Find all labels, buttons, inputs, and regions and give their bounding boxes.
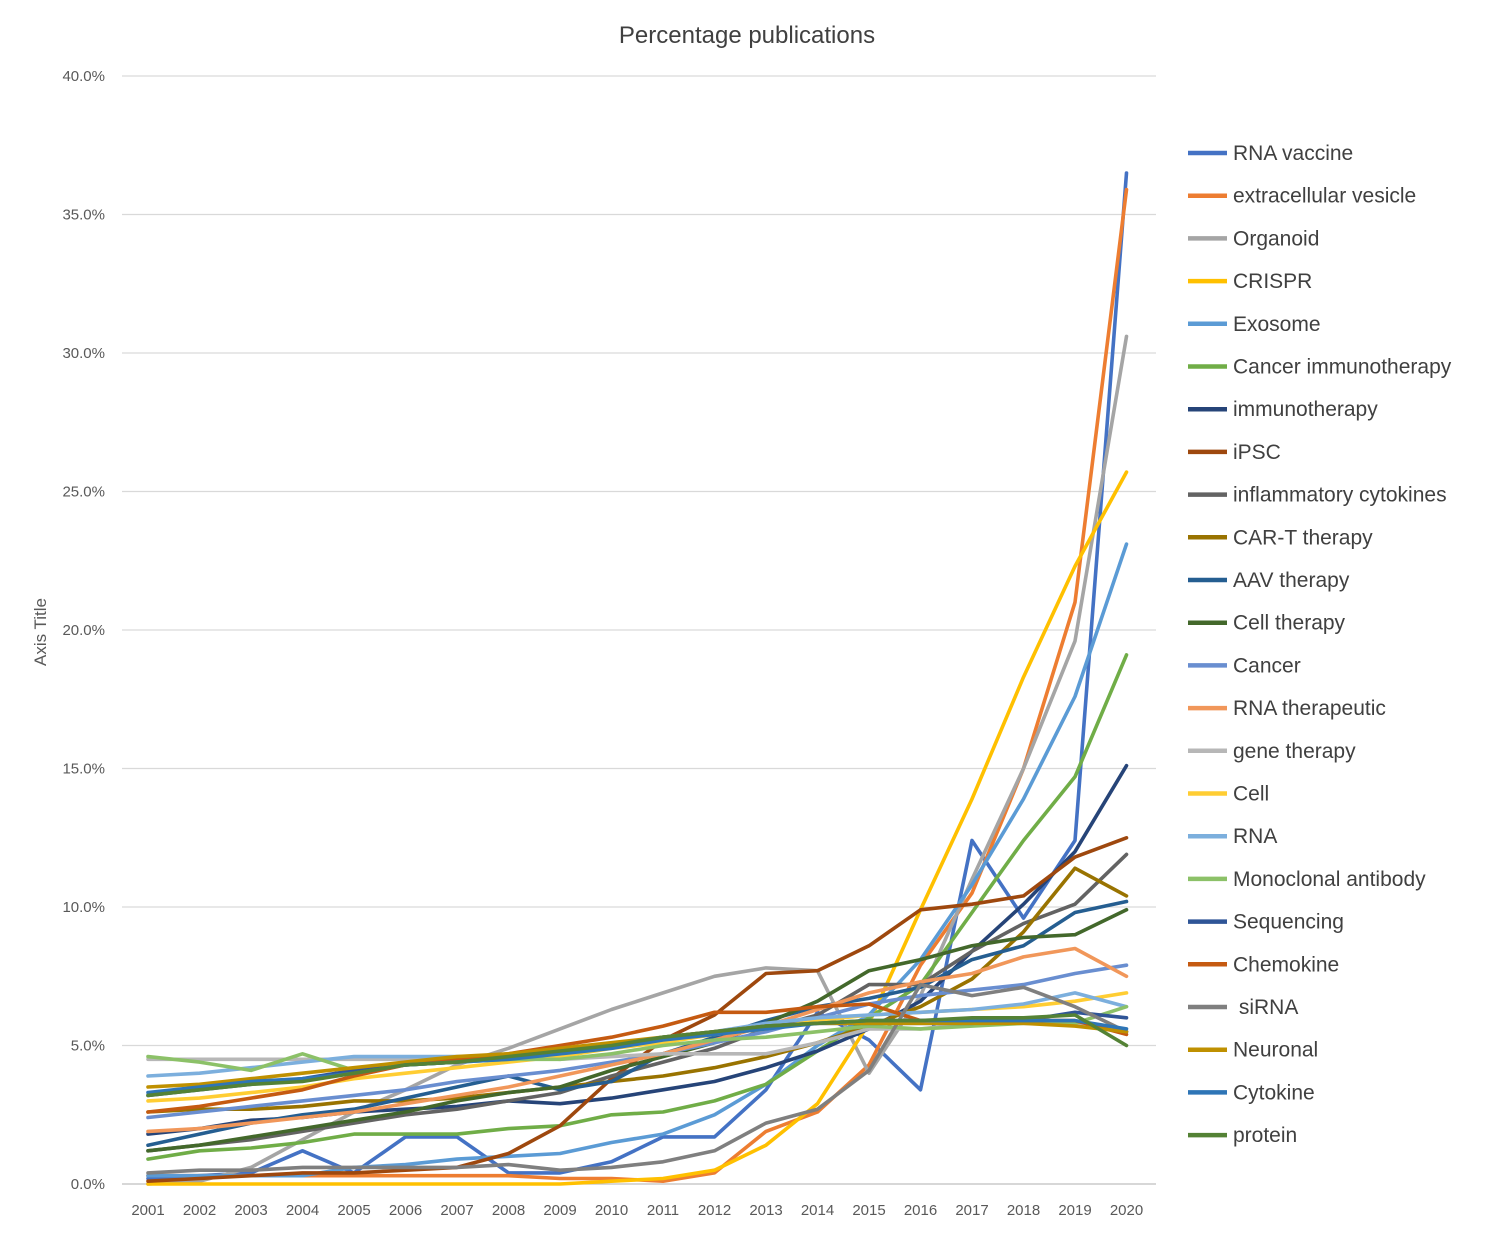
y-axis-ticks: 0.0% 5.0% 10.0% 15.0% 20.0% 25.0% 30.0% 35.0% 40… bbox=[62, 68, 105, 1193]
x-tick-label: 2013 bbox=[749, 1202, 782, 1219]
x-tick-label: 2008 bbox=[492, 1202, 525, 1219]
legend-label: RNA vaccine bbox=[1233, 142, 1353, 165]
series-line bbox=[146, 907, 1129, 1153]
y-tick-label: 5.0% bbox=[71, 1038, 105, 1055]
series-line bbox=[146, 1004, 1129, 1073]
legend-label: immunotherapy bbox=[1233, 398, 1378, 421]
legend-label: Cell bbox=[1233, 783, 1269, 806]
series-line bbox=[146, 866, 1129, 1114]
x-tick-label: 2015 bbox=[852, 1202, 885, 1219]
legend-label: Organoid bbox=[1233, 227, 1319, 250]
legend-label: Monoclonal antibody bbox=[1233, 868, 1426, 891]
series-line bbox=[146, 982, 1129, 1175]
y-tick-label: 20.0% bbox=[62, 622, 105, 639]
chart-title: Percentage publications bbox=[619, 22, 875, 49]
legend-label: CAR-T therapy bbox=[1233, 526, 1373, 549]
legend-label: Sequencing bbox=[1233, 911, 1344, 934]
legend-label: Neuronal bbox=[1233, 1039, 1318, 1062]
series-line bbox=[146, 653, 1129, 1161]
y-tick-label: 35.0% bbox=[62, 207, 105, 224]
x-tick-label: 2018 bbox=[1007, 1202, 1040, 1219]
series-line bbox=[146, 946, 1129, 1134]
legend-label: RNA bbox=[1233, 825, 1277, 848]
x-tick-label: 2003 bbox=[234, 1202, 267, 1219]
x-tick-label: 2006 bbox=[389, 1202, 422, 1219]
x-tick-label: 2020 bbox=[1110, 1202, 1143, 1219]
x-tick-label: 2004 bbox=[286, 1202, 319, 1219]
x-tick-label: 2005 bbox=[337, 1202, 370, 1219]
x-tick-label: 2017 bbox=[955, 1202, 988, 1219]
y-tick-label: 40.0% bbox=[62, 68, 105, 85]
gridlines bbox=[122, 75, 1156, 1185]
legend-label: RNA therapeutic bbox=[1233, 697, 1386, 720]
series-line bbox=[146, 899, 1129, 1147]
legend-label: AAV therapy bbox=[1233, 569, 1350, 592]
legend-label: Cell therapy bbox=[1233, 612, 1346, 635]
x-tick-label: 2010 bbox=[595, 1202, 628, 1219]
legend-label: Chemokine bbox=[1233, 953, 1339, 976]
x-tick-label: 2016 bbox=[904, 1202, 937, 1219]
legend-label: gene therapy bbox=[1233, 740, 1356, 763]
x-axis-ticks: 2001 2002 2003 2004 2005 2006 2007 2008 2009 2010… bbox=[131, 1202, 1143, 1219]
series-line bbox=[146, 470, 1129, 1186]
x-tick-label: 2011 bbox=[647, 1202, 679, 1219]
series-lines bbox=[146, 171, 1129, 1186]
legend-label: protein bbox=[1233, 1124, 1297, 1147]
legend-label: siRNA bbox=[1233, 996, 1298, 1019]
x-tick-label: 2012 bbox=[698, 1202, 731, 1219]
legend: RNA vaccine extracellular vesicle Organoid… bbox=[1188, 142, 1452, 1147]
series-line bbox=[146, 1018, 1129, 1095]
legend-label: Exosome bbox=[1233, 313, 1321, 336]
x-tick-label: 2001 bbox=[131, 1202, 164, 1219]
legend-label: CRISPR bbox=[1233, 270, 1312, 293]
y-tick-label: 0.0% bbox=[71, 1176, 105, 1193]
y-tick-label: 15.0% bbox=[62, 761, 105, 778]
x-tick-label: 2019 bbox=[1058, 1202, 1091, 1219]
y-axis-title: Axis Title bbox=[31, 598, 50, 666]
y-tick-label: 10.0% bbox=[62, 899, 105, 916]
legend-label: Cytokine bbox=[1233, 1081, 1315, 1104]
x-tick-label: 2014 bbox=[801, 1202, 834, 1219]
legend-label: inflammatory cytokines bbox=[1233, 484, 1447, 507]
y-tick-label: 25.0% bbox=[62, 484, 105, 501]
x-tick-label: 2007 bbox=[440, 1202, 473, 1219]
x-tick-label: 2002 bbox=[183, 1202, 216, 1219]
series-line bbox=[146, 1013, 1129, 1098]
legend-label: Cancer immunotherapy bbox=[1233, 356, 1452, 379]
legend-label: extracellular vesicle bbox=[1233, 185, 1416, 208]
x-tick-label: 2009 bbox=[543, 1202, 576, 1219]
series-line bbox=[146, 171, 1129, 1181]
legend-label: iPSC bbox=[1233, 441, 1281, 464]
legend-label: Cancer bbox=[1233, 654, 1301, 677]
y-tick-label: 30.0% bbox=[62, 345, 105, 362]
